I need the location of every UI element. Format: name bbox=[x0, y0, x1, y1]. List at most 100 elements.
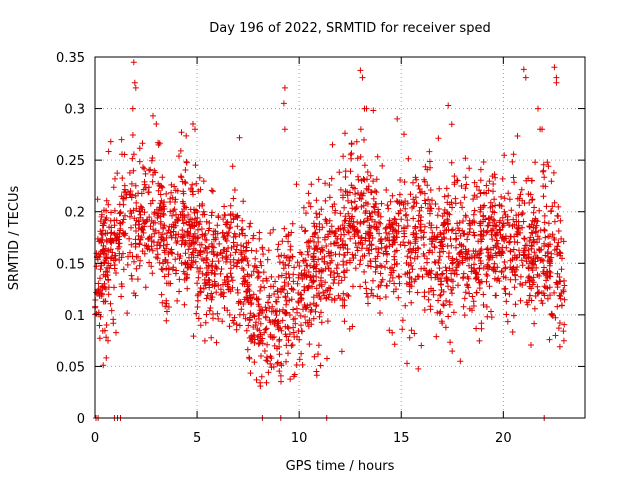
data-point bbox=[549, 231, 556, 238]
data-point bbox=[283, 270, 290, 277]
data-point bbox=[361, 268, 368, 275]
data-point bbox=[551, 289, 558, 296]
data-point bbox=[259, 246, 266, 252]
data-point bbox=[359, 74, 366, 81]
data-point bbox=[133, 199, 140, 206]
data-point bbox=[519, 282, 526, 288]
data-point bbox=[436, 265, 443, 272]
data-point bbox=[304, 262, 311, 269]
data-point bbox=[370, 292, 377, 299]
data-point bbox=[194, 304, 201, 310]
data-point bbox=[229, 163, 236, 170]
data-point bbox=[204, 292, 211, 299]
data-point bbox=[263, 325, 270, 332]
data-point bbox=[415, 365, 422, 372]
data-point bbox=[230, 262, 237, 269]
data-point bbox=[153, 121, 160, 127]
data-point bbox=[337, 225, 344, 232]
data-point bbox=[149, 247, 156, 254]
data-point bbox=[526, 223, 533, 230]
data-point bbox=[96, 322, 103, 329]
data-point bbox=[193, 180, 200, 187]
data-point bbox=[307, 203, 314, 210]
data-point bbox=[453, 271, 460, 278]
data-point bbox=[98, 293, 105, 299]
data-point bbox=[386, 221, 392, 228]
data-point bbox=[540, 167, 547, 174]
data-point bbox=[246, 223, 253, 230]
data-point bbox=[233, 263, 240, 270]
data-point bbox=[455, 225, 461, 232]
data-point bbox=[105, 291, 112, 298]
data-point bbox=[305, 238, 312, 245]
data-point bbox=[510, 312, 517, 319]
data-point bbox=[112, 175, 118, 182]
data-point bbox=[321, 253, 328, 260]
data-point bbox=[178, 174, 185, 181]
data-point bbox=[358, 234, 365, 241]
data-point bbox=[383, 282, 390, 289]
data-point bbox=[168, 223, 175, 230]
data-point bbox=[224, 281, 231, 288]
data-point bbox=[375, 249, 382, 256]
data-point bbox=[251, 313, 258, 320]
data-point bbox=[310, 294, 317, 301]
data-point bbox=[525, 247, 532, 253]
data-point bbox=[398, 216, 405, 223]
data-point bbox=[555, 239, 562, 246]
data-point bbox=[296, 263, 303, 269]
data-point bbox=[168, 181, 175, 188]
data-point bbox=[161, 237, 167, 244]
data-point bbox=[547, 269, 554, 276]
data-point bbox=[370, 178, 377, 185]
data-point bbox=[345, 229, 352, 236]
data-point bbox=[155, 212, 162, 219]
data-point bbox=[313, 285, 320, 292]
data-point bbox=[339, 237, 346, 244]
data-point bbox=[231, 187, 238, 193]
data-point bbox=[542, 234, 549, 241]
data-point bbox=[219, 318, 226, 325]
data-point bbox=[448, 286, 455, 293]
data-point bbox=[263, 275, 270, 282]
data-point bbox=[317, 296, 324, 302]
data-point bbox=[480, 227, 487, 234]
data-point bbox=[295, 290, 302, 296]
data-point bbox=[127, 249, 133, 256]
data-point bbox=[453, 264, 460, 271]
data-point bbox=[318, 274, 325, 281]
data-point bbox=[311, 223, 318, 230]
data-point bbox=[199, 233, 206, 239]
data-point bbox=[357, 257, 364, 264]
data-point bbox=[215, 213, 222, 219]
data-point bbox=[268, 273, 275, 280]
data-point bbox=[123, 194, 129, 201]
data-point bbox=[264, 256, 271, 263]
data-point bbox=[278, 289, 284, 296]
data-point bbox=[374, 264, 381, 271]
data-point bbox=[315, 176, 322, 183]
data-point bbox=[423, 271, 430, 278]
data-point bbox=[270, 226, 277, 233]
data-point bbox=[463, 214, 469, 220]
data-point bbox=[521, 235, 528, 242]
data-point bbox=[551, 64, 558, 71]
data-point bbox=[252, 255, 259, 262]
data-point bbox=[130, 59, 137, 66]
data-point bbox=[149, 155, 156, 161]
data-point bbox=[560, 288, 567, 295]
data-point bbox=[103, 215, 110, 221]
data-point bbox=[293, 305, 300, 312]
data-point bbox=[503, 311, 510, 318]
data-point bbox=[481, 189, 487, 196]
data-point bbox=[131, 290, 137, 297]
data-point bbox=[548, 311, 555, 318]
data-point bbox=[198, 226, 205, 232]
data-point bbox=[117, 209, 124, 216]
data-point bbox=[426, 158, 433, 165]
data-point bbox=[160, 225, 167, 232]
data-point bbox=[366, 238, 373, 245]
data-point bbox=[259, 309, 265, 316]
data-point bbox=[402, 302, 409, 309]
data-point bbox=[141, 250, 148, 257]
